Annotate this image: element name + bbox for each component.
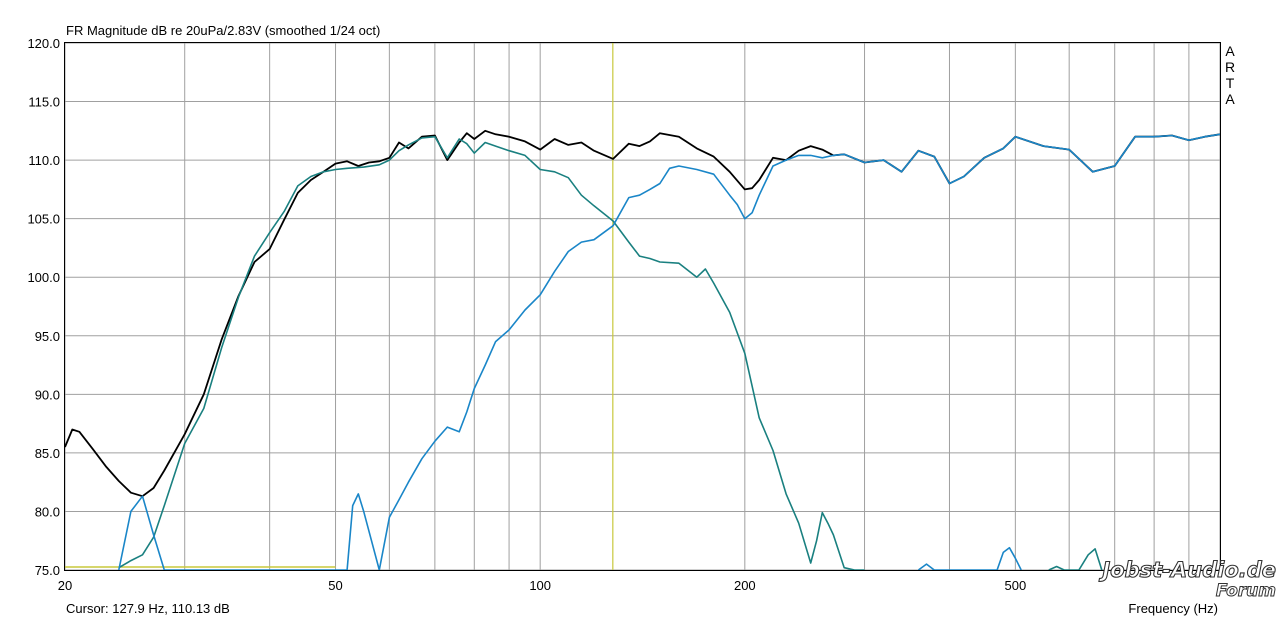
arta-letter: T [1226, 75, 1235, 91]
x-axis-label: Frequency (Hz) [1128, 601, 1218, 616]
y-tick-label: 80.0 [35, 504, 60, 519]
x-tick-label: 50 [328, 578, 342, 593]
x-tick-label: 500 [1005, 578, 1027, 593]
y-tick-label: 100.0 [27, 270, 60, 285]
x-tick-label: 20 [58, 578, 72, 593]
series-line [118, 135, 865, 570]
y-tick-label: 110.0 [28, 153, 60, 168]
y-tick-label: 105.0 [27, 212, 60, 227]
x-tick-label: 100 [529, 578, 551, 593]
series-line [917, 546, 1022, 570]
arta-letter: A [1225, 43, 1235, 59]
series-line [1048, 548, 1103, 570]
y-tick-label: 85.0 [35, 446, 60, 461]
plot-area[interactable] [65, 129, 1220, 570]
x-axis-tick-labels: 20 50 100 200 500 [58, 578, 1026, 593]
y-tick-label: 115.0 [28, 95, 60, 110]
y-tick-label: 120.0 [27, 36, 60, 51]
plot-frame [64, 42, 1221, 571]
chart-title: FR Magnitude dB re 20uPa/2.83V (smoothed… [66, 23, 380, 38]
x-tick-label: 200 [734, 578, 756, 593]
watermark-subtext: Forum [1216, 581, 1276, 601]
series-line [118, 133, 1220, 570]
y-tick-label: 95.0 [35, 329, 60, 344]
arta-brand-label: A R T A [1225, 43, 1235, 107]
grid [64, 42, 1221, 571]
cursor-readout: Cursor: 127.9 Hz, 110.13 dB [66, 601, 230, 616]
watermark-text: Jobst-Audio.de [1098, 558, 1276, 582]
y-tick-label: 90.0 [35, 387, 60, 402]
arta-letter: A [1225, 91, 1235, 107]
series-line [65, 129, 1220, 498]
arta-letter: R [1225, 59, 1235, 75]
y-axis-tick-labels: 75.0 80.0 85.0 90.0 95.0 100.0 105.0 110.0 115.0… [27, 36, 60, 578]
y-tick-label: 75.0 [35, 563, 60, 578]
